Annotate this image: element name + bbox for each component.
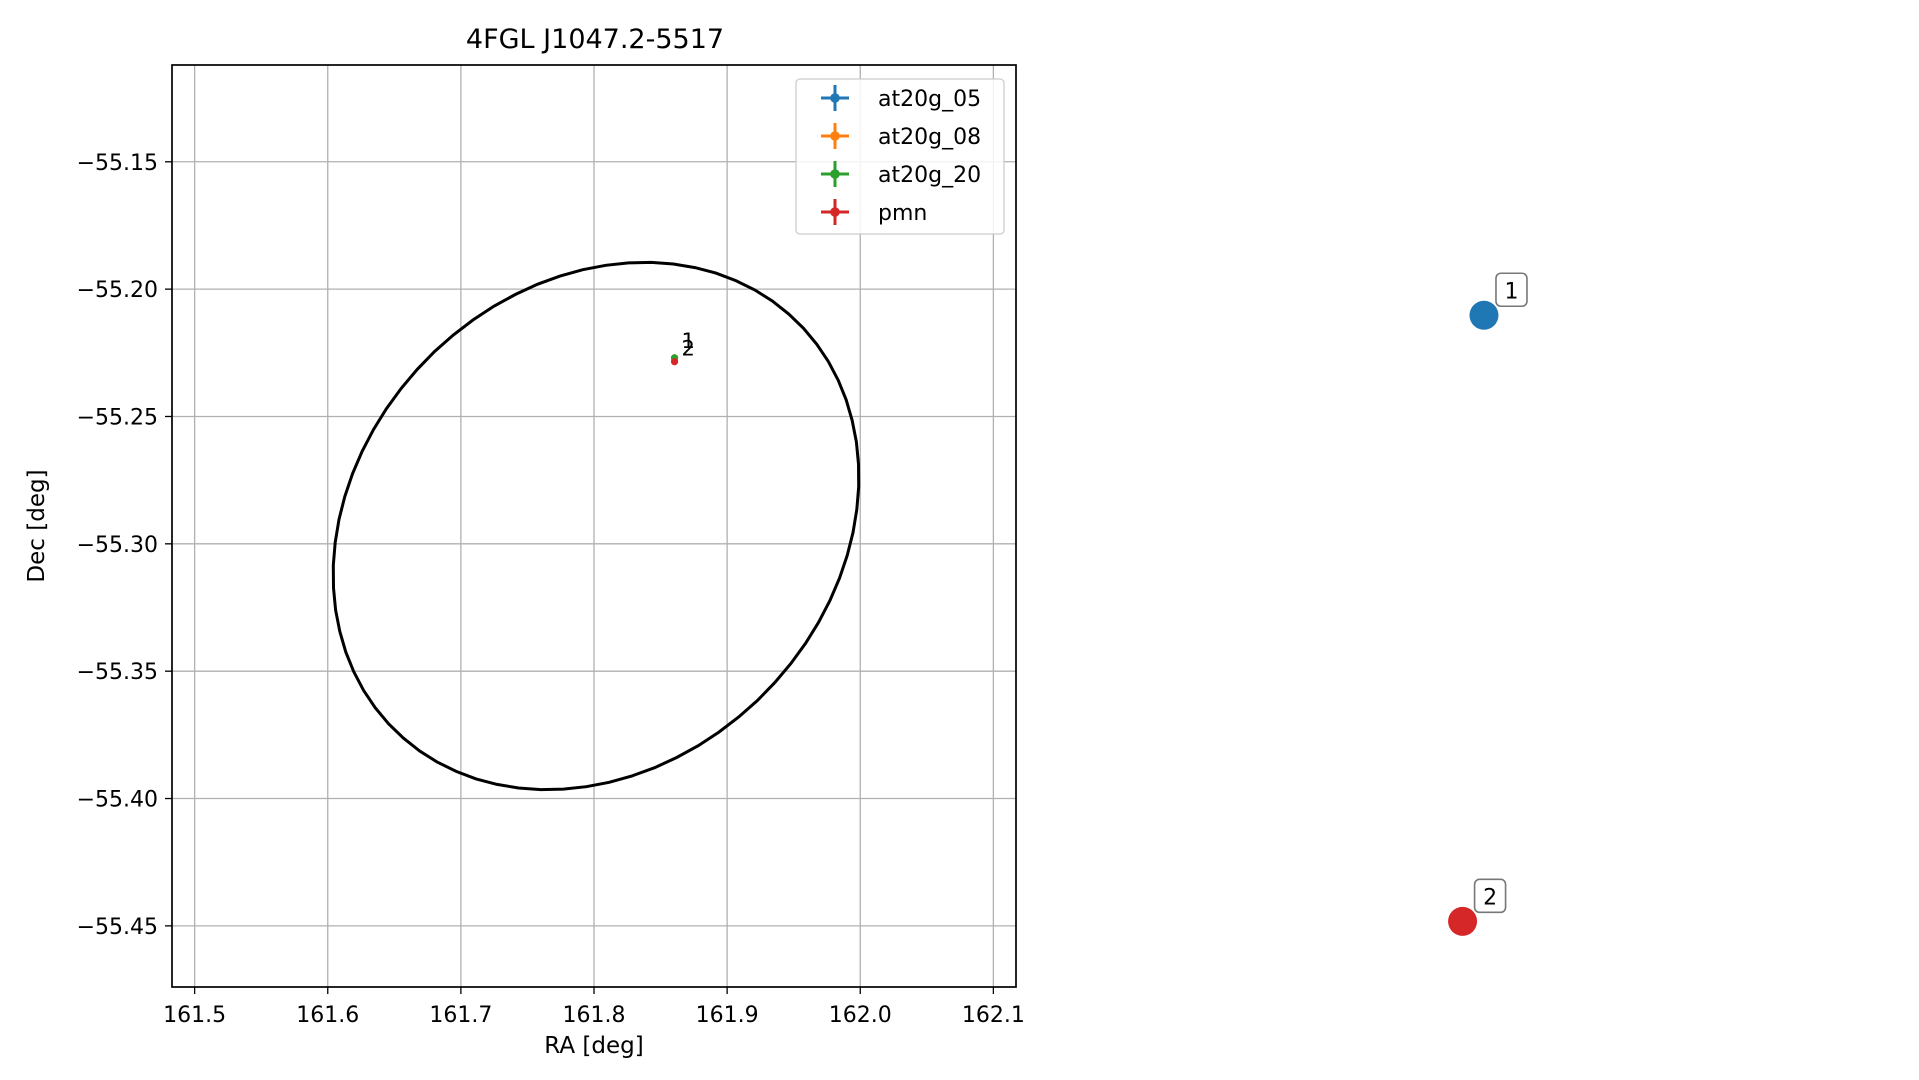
legend-entry-at20g_05: at20g_05 [821, 85, 981, 112]
plot-title: 4FGL J1047.2-5517 [466, 24, 724, 55]
source-marker-pmn [670, 358, 679, 366]
legend-label: at20g_20 [878, 163, 981, 188]
source-points-layer: 12 [670, 329, 695, 366]
index-point-2: 2 [1448, 878, 1507, 936]
legend-frame [795, 78, 1005, 235]
y-tick-label: −55.35 [77, 660, 158, 685]
legend-entry-pmn: pmn [821, 199, 927, 226]
x-axis-label: RA [deg] [544, 1033, 643, 1059]
y-axis-ticks: −55.15 −55.20 −55.25 −55.30 −55.35 −55.40 −55.… [77, 151, 172, 940]
x-tick-label: 161.8 [563, 1003, 626, 1028]
source-index-plot: 12 [1448, 272, 1528, 936]
x-tick-label: 162.0 [829, 1003, 892, 1028]
index-label-box [1473, 878, 1507, 914]
y-tick-label: −55.25 [77, 405, 158, 430]
index-marker [1469, 300, 1499, 330]
index-label-box [1495, 272, 1528, 308]
legend-entry-at20g_20: at20g_20 [821, 161, 981, 188]
y-tick-label: −55.15 [77, 151, 158, 176]
y-axis-label: Dec [deg] [24, 469, 50, 582]
index-label: 1 [1504, 279, 1518, 304]
index-label: 2 [1483, 885, 1497, 910]
legend-label: at20g_08 [878, 125, 981, 150]
legend-marker-dot [830, 93, 840, 103]
legend-marker-dot [830, 131, 840, 141]
index-marker [1448, 906, 1478, 936]
point-label: 1 [682, 329, 695, 353]
sky-position-plot: 4FGL J1047.2-5517 12 161.5 161.6 161.7 161.… [24, 24, 1025, 1059]
x-axis-ticks: 161.5 161.6 161.7 161.8 161.9 162.0 162.1 [163, 987, 1025, 1028]
x-tick-label: 161.6 [296, 1003, 359, 1028]
point-label: 2 [682, 337, 695, 361]
x-tick-label: 162.1 [962, 1003, 1025, 1028]
x-tick-label: 161.9 [696, 1003, 759, 1028]
legend-label: pmn [878, 201, 927, 226]
legend-entry-at20g_08: at20g_08 [821, 123, 981, 150]
y-tick-label: −55.20 [77, 278, 158, 303]
legend-label: at20g_05 [878, 87, 981, 112]
y-tick-label: −55.45 [77, 915, 158, 940]
legend-marker-dot [830, 169, 840, 179]
y-tick-label: −55.40 [77, 788, 158, 813]
x-tick-label: 161.5 [163, 1003, 226, 1028]
legend-marker-dot [830, 207, 840, 217]
localization-ellipse-layer [331, 260, 861, 792]
x-tick-label: 161.7 [429, 1003, 492, 1028]
y-tick-label: −55.30 [77, 533, 158, 558]
index-point-1: 1 [1469, 272, 1528, 330]
localization-ellipse [331, 260, 861, 792]
